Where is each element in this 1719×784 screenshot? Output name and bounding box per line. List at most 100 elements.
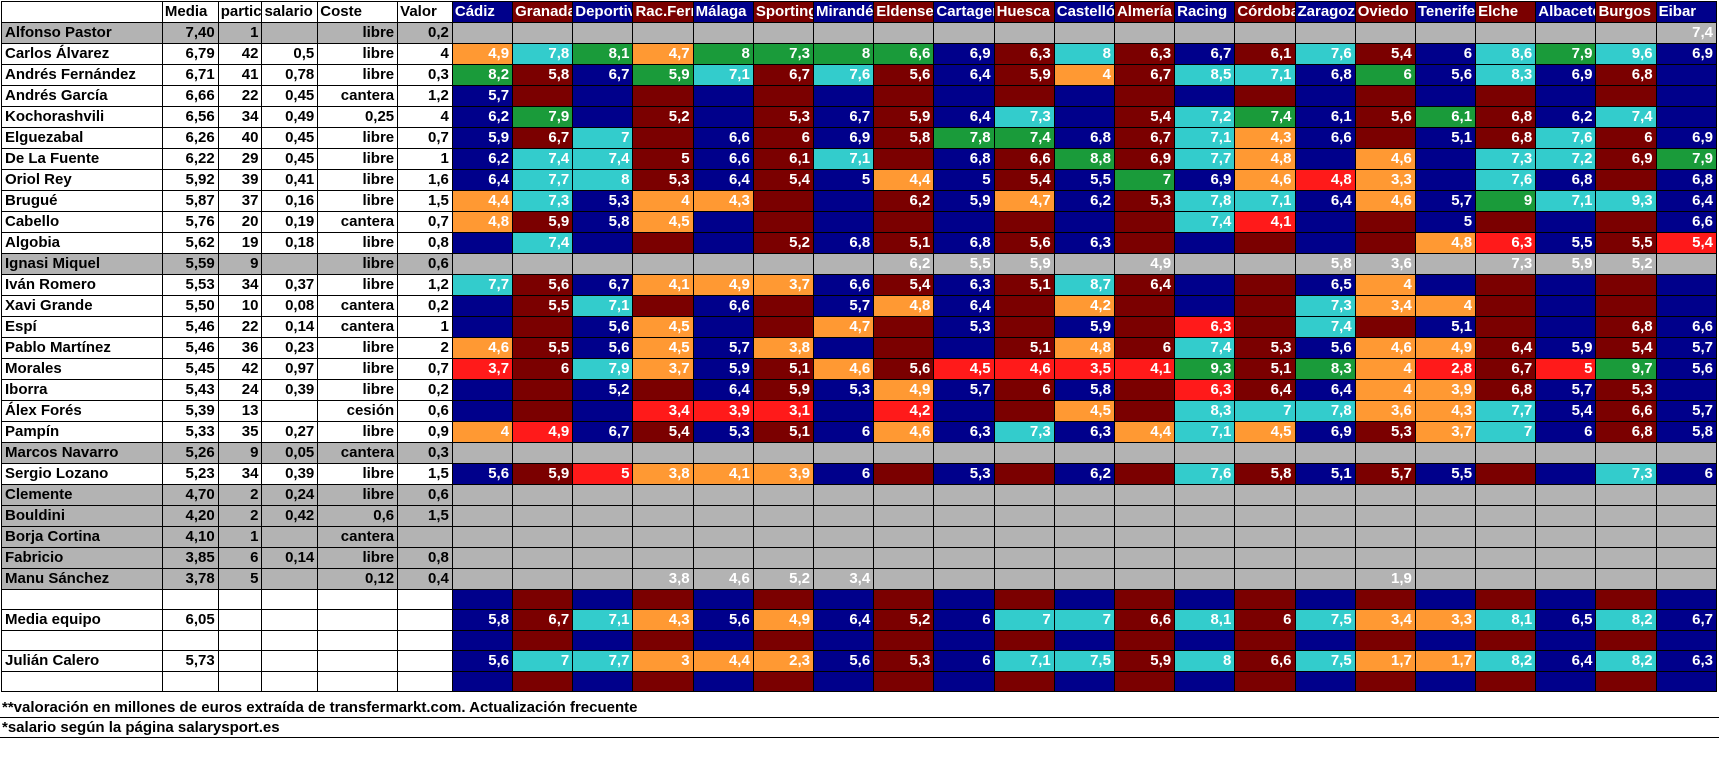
rating-cell <box>451 484 514 506</box>
rating-cell <box>1475 442 1537 464</box>
rating-cell: 7,3 <box>752 43 815 65</box>
rating-cell: 7,7 <box>512 169 574 191</box>
rating-cell <box>1535 442 1597 464</box>
rating-cell <box>692 442 754 464</box>
player-row: Borja Cortina 4,10 1 cantera <box>1 526 1718 548</box>
empty-team-cell <box>1475 671 1537 692</box>
rating-cell: 4,4 <box>692 650 754 672</box>
rating-cell <box>451 505 514 527</box>
player-valor: 0,6 <box>397 400 453 422</box>
player-name: Borja Cortina <box>1 526 163 548</box>
rating-cell: 3,3 <box>1354 169 1416 191</box>
rating-cell <box>933 22 995 44</box>
player-salario: 0,78 <box>261 64 319 86</box>
rating-cell: 6,6 <box>1234 650 1296 672</box>
player-row: Alfonso Pastor 7,40 1 libre 0,2 7,4 <box>1 22 1718 44</box>
empty-team-cell <box>1294 589 1356 610</box>
rating-cell: 7 <box>1113 169 1176 191</box>
rating-cell: 7,1 <box>572 295 634 317</box>
rating-cell <box>1053 85 1115 107</box>
empty-cell <box>261 630 319 651</box>
header-team: Sporting <box>752 1 815 23</box>
empty-team-cell <box>993 589 1055 610</box>
empty-team-cell <box>873 589 935 610</box>
rating-cell: 7,1 <box>692 64 754 86</box>
rating-cell: 4 <box>1053 64 1115 86</box>
rating-cell: 3,9 <box>752 463 815 485</box>
rating-cell <box>1174 274 1236 296</box>
rating-cell: 4,7 <box>632 43 694 65</box>
rating-cell <box>1655 85 1718 107</box>
empty-team-cell <box>572 630 634 651</box>
rating-cell: 7,4 <box>1655 22 1718 44</box>
empty-cell <box>261 589 319 610</box>
player-row: Andrés Fernández 6,71 41 0,78 libre 0,3 8,2 5,8… <box>1 64 1718 86</box>
rating-cell: 6,2 <box>451 148 514 170</box>
empty-team-cell <box>451 671 514 692</box>
rating-cell <box>632 547 694 569</box>
rating-cell <box>1234 505 1296 527</box>
rating-cell: 5,8 <box>512 64 574 86</box>
rating-cell <box>1354 526 1416 548</box>
player-row: Xavi Grande 5,50 10 0,08 cantera 0,2 5,5 7,1 6,6… <box>1 295 1718 317</box>
player-coste: libre <box>317 127 399 149</box>
rating-cell <box>1475 463 1537 485</box>
player-coste: cantera <box>317 442 399 464</box>
header-team: Racing <box>1174 1 1236 23</box>
empty-cell <box>217 609 263 631</box>
player-partidos: 2 <box>217 505 263 527</box>
rating-cell <box>933 484 995 506</box>
rating-cell <box>812 22 875 44</box>
player-name: Iborra <box>1 379 163 401</box>
rating-cell: 4,9 <box>692 274 754 296</box>
rating-cell: 4,9 <box>1414 337 1477 359</box>
rating-cell: 4,5 <box>632 316 694 338</box>
player-name: Marcos Navarro <box>1 442 163 464</box>
rating-cell: 6,6 <box>1113 609 1176 631</box>
rating-cell <box>1475 85 1537 107</box>
rating-cell <box>692 547 754 569</box>
empty-team-cell <box>1414 630 1477 651</box>
rating-cell <box>1053 526 1115 548</box>
player-coste: libre <box>317 379 399 401</box>
player-row: Clemente 4,70 2 0,24 libre 0,6 <box>1 484 1718 506</box>
player-partidos: 40 <box>217 127 263 149</box>
player-valor: 4 <box>397 43 453 65</box>
rating-cell <box>1655 505 1718 527</box>
player-coste: libre <box>317 148 399 170</box>
rating-cell: 4,9 <box>512 421 574 443</box>
empty-team-cell <box>1655 630 1718 651</box>
rating-cell <box>1414 253 1477 275</box>
player-media: 4,70 <box>161 484 219 506</box>
rating-cell <box>1655 568 1718 590</box>
rating-cell <box>752 85 815 107</box>
player-valor: 1,5 <box>397 190 453 212</box>
empty-team-cell <box>1354 671 1416 692</box>
rating-cell <box>1053 568 1115 590</box>
header-row: Media partic salario Coste Valor Cádiz Granada… <box>1 1 1718 23</box>
rating-cell <box>933 568 995 590</box>
rating-cell <box>1053 22 1115 44</box>
rating-cell <box>1595 22 1657 44</box>
rating-cell: 6 <box>512 358 574 380</box>
rating-cell: 4,5 <box>1053 400 1115 422</box>
rating-cell <box>752 22 815 44</box>
rating-cell <box>873 568 935 590</box>
player-salario: 0,45 <box>261 127 319 149</box>
rating-cell: 5 <box>812 169 875 191</box>
rating-cell: 8,3 <box>1174 400 1236 422</box>
player-media: 5,53 <box>161 274 219 296</box>
rating-cell: 5,9 <box>1535 337 1597 359</box>
empty-cell <box>397 650 453 672</box>
rating-cell: 6 <box>1595 127 1657 149</box>
empty-team-cell <box>933 671 995 692</box>
rating-cell <box>752 190 815 212</box>
player-name: Oriol Rey <box>1 169 163 191</box>
rating-cell: 4 <box>451 421 514 443</box>
empty-team-cell <box>1053 671 1115 692</box>
rating-cell: 7,3 <box>1595 463 1657 485</box>
rating-cell: 7,8 <box>1174 190 1236 212</box>
rating-cell: 6,3 <box>993 43 1055 65</box>
header-team: Córdoba <box>1234 1 1296 23</box>
rating-cell: 5,9 <box>632 64 694 86</box>
